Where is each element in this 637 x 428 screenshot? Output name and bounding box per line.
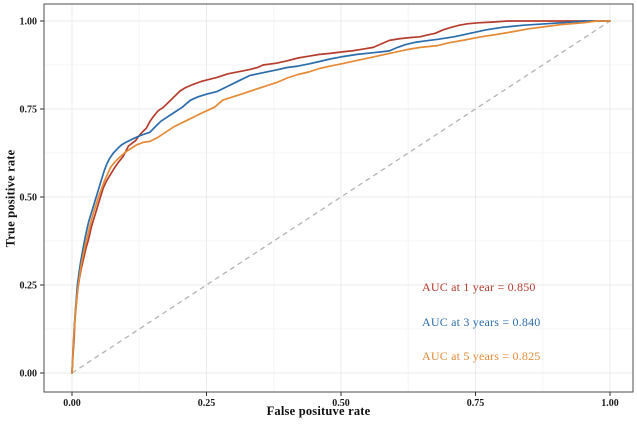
legend-item-3-years: AUC at 3 years = 0.840	[422, 315, 541, 329]
legend-item-5-years: AUC at 5 years = 0.825	[422, 349, 541, 363]
panel-border	[43, 3, 634, 393]
x-axis-title: False posituve rate	[266, 404, 371, 418]
x-tick-label: 0.75	[467, 398, 485, 409]
y-tick-label: 0.00	[20, 369, 38, 380]
y-tick-label: 0.75	[20, 105, 38, 116]
x-tick-label: 0.25	[198, 398, 216, 409]
x-tick-label: 0.50	[332, 398, 350, 409]
chance-diagonal-reference-line	[71, 20, 611, 374]
y-tick-label: 1.00	[20, 17, 38, 28]
y-tick-label: 0.25	[20, 281, 38, 292]
y-tick-label: 0.50	[20, 193, 38, 204]
roc-curve-3-years	[71, 20, 611, 374]
axis-ticks-and-labels: 0.00 0.25 0.50 0.75 1.00 0.00 0.25 0.50 0.75 1.00	[20, 17, 619, 410]
x-tick-label: 1.00	[601, 398, 619, 409]
roc-curve-1-year	[71, 20, 611, 374]
x-tick-label: 0.00	[63, 398, 81, 409]
roc-curve-5-years	[71, 20, 611, 374]
legend-item-1-year: AUC at 1 year = 0.850	[422, 280, 536, 294]
y-axis-title: True positive rate	[3, 149, 18, 248]
gridlines	[44, 4, 633, 392]
